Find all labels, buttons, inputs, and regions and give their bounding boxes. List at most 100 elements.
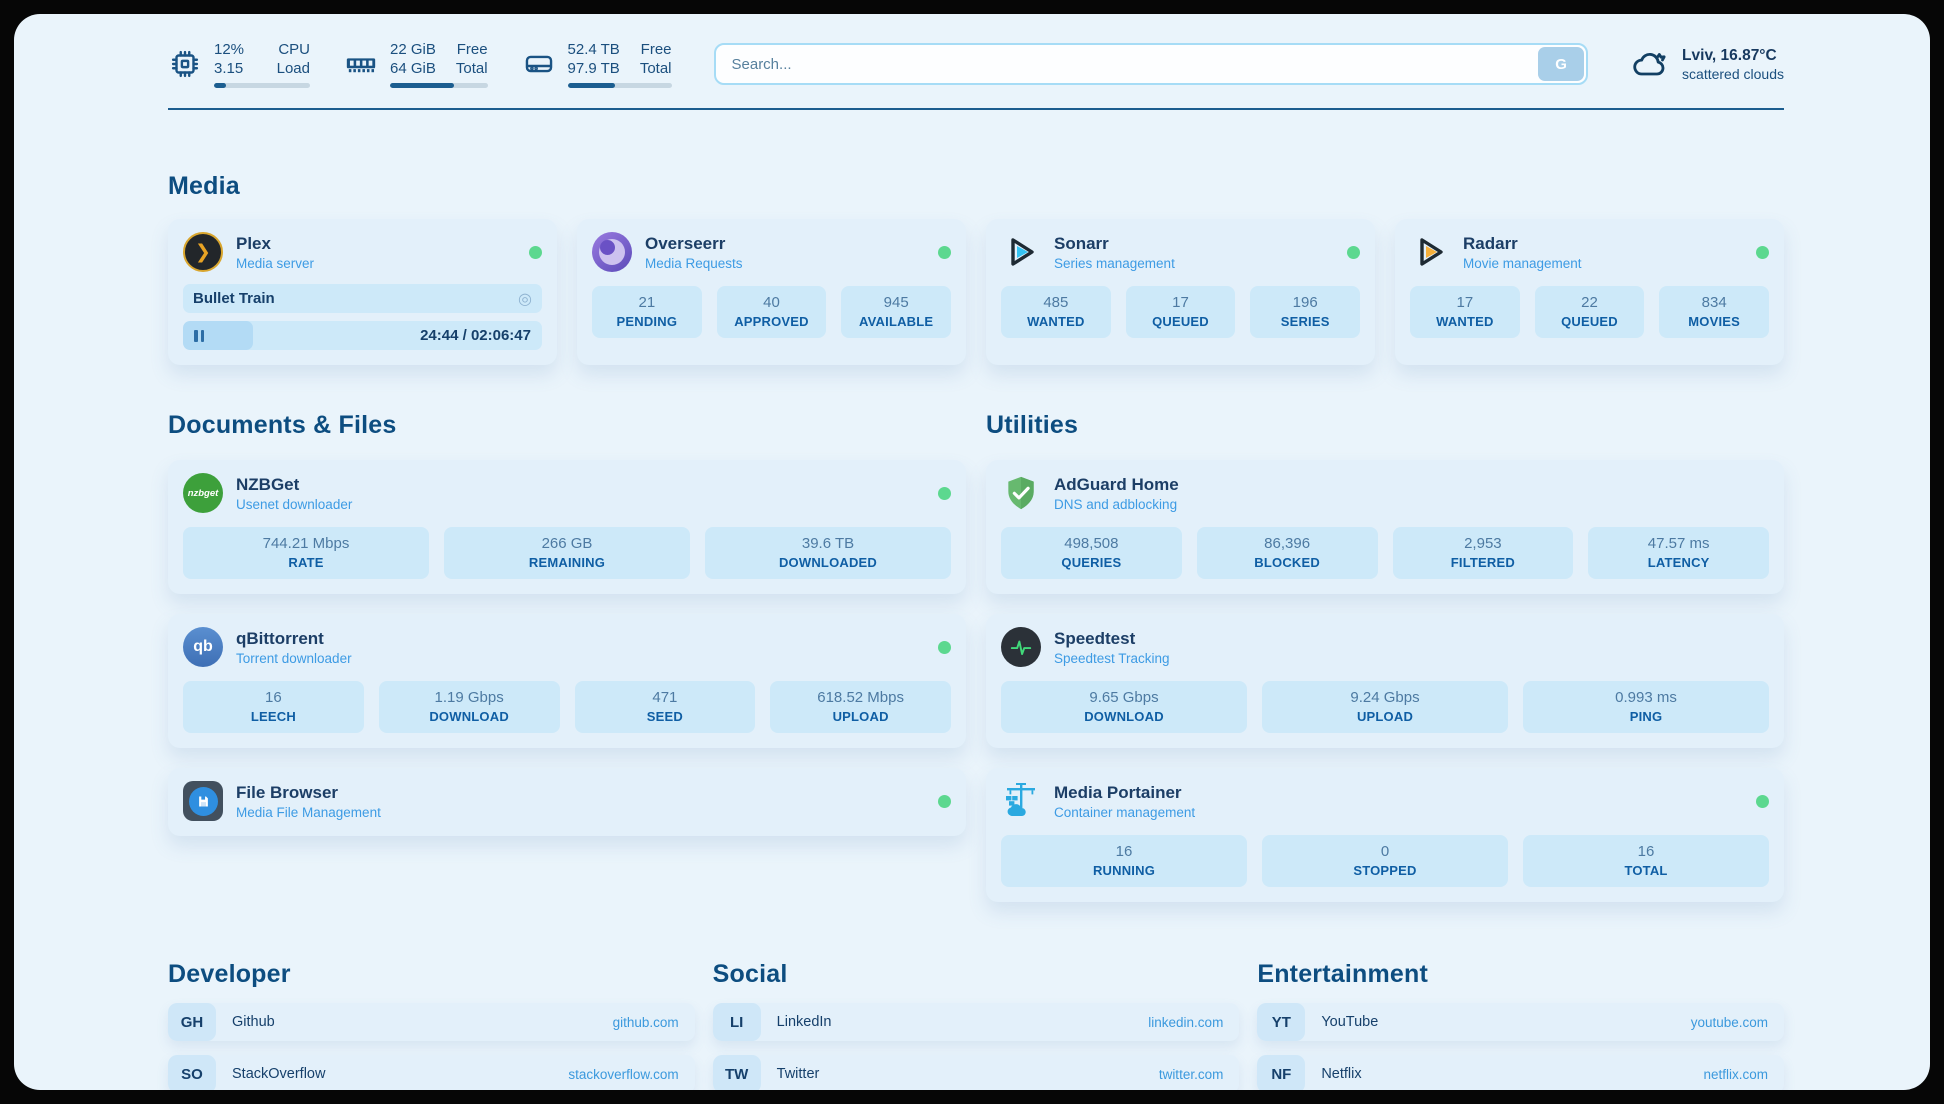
- stat-pending: 21 PENDING: [592, 286, 702, 338]
- app-desc: Container management: [1054, 804, 1196, 820]
- stat-upload: 618.52 Mbps UPLOAD: [770, 681, 951, 733]
- plex-icon-glyph: ❯: [195, 241, 211, 263]
- social-column: Social LI LinkedIn linkedin.com TW Twitt…: [712, 960, 1240, 1090]
- header-divider: [168, 108, 1784, 110]
- link-row-stackoverflow[interactable]: SO StackOverflow stackoverflow.com: [168, 1055, 695, 1090]
- cpu-chip-icon: [171, 50, 199, 78]
- link-url: netflix.com: [1703, 1066, 1768, 1082]
- disk-total-label: Total: [639, 60, 672, 77]
- app-desc: Media Requests: [645, 255, 743, 271]
- link-name: LinkedIn: [776, 1014, 832, 1030]
- app-card-adguard[interactable]: AdGuard Home DNS and adblocking 498,508 Q…: [986, 460, 1784, 594]
- link-url: linkedin.com: [1148, 1014, 1224, 1030]
- stat-download: 9.65 Gbps DOWNLOAD: [1001, 681, 1247, 733]
- app-card-speedtest[interactable]: Speedtest Speedtest Tracking 9.65 Gbps DO…: [986, 614, 1784, 748]
- weather-condition: scattered clouds: [1682, 65, 1784, 82]
- stat-leech: 16 LEECH: [183, 681, 364, 733]
- link-url: github.com: [612, 1014, 679, 1030]
- documents-section-title: Documents & Files: [168, 411, 397, 439]
- stat-running: 16 RUNNING: [1001, 835, 1247, 887]
- app-desc: Media File Management: [236, 804, 381, 820]
- link-abbr: TW: [712, 1055, 761, 1090]
- disk-free-value: 52.4 TB: [567, 41, 620, 58]
- qbittorrent-icon: qb: [183, 627, 223, 667]
- ram-icon: [346, 58, 376, 73]
- link-name: YouTube: [1321, 1014, 1379, 1030]
- app-name: File Browser: [236, 782, 339, 802]
- link-row-github[interactable]: GH Github github.com: [168, 1003, 695, 1041]
- app-desc: DNS and adblocking: [1054, 496, 1178, 512]
- overseerr-icon: [592, 232, 632, 272]
- sonarr-icon: [1001, 232, 1041, 272]
- link-name: Github: [232, 1014, 275, 1030]
- status-dot: [938, 486, 951, 500]
- app-name: Sonarr: [1054, 233, 1109, 253]
- status-dot: [1756, 794, 1769, 808]
- disk-free-label: Free: [640, 41, 672, 58]
- top-bar: 12% 3.15 CPU Load: [168, 40, 1784, 88]
- status-dot: [938, 640, 951, 654]
- app-name: Plex: [236, 233, 271, 253]
- search-input[interactable]: [713, 43, 1589, 85]
- stat-remaining: 266 GB REMAINING: [444, 527, 690, 579]
- link-name: StackOverflow: [232, 1066, 326, 1082]
- stat-wanted: 485 WANTED: [1001, 286, 1111, 338]
- developer-column: Developer GH Github github.com SO StackO…: [168, 960, 695, 1090]
- app-card-filebrowser[interactable]: File Browser Media File Management: [168, 768, 966, 836]
- stat-queries: 498,508 QUERIES: [1001, 527, 1182, 579]
- app-name: AdGuard Home: [1054, 474, 1179, 494]
- app-desc: Torrent downloader: [236, 650, 352, 666]
- speedtest-icon: [1001, 627, 1041, 667]
- app-card-plex[interactable]: ❯ Plex Media server Bullet Train ◎: [168, 219, 557, 365]
- link-row-linkedin[interactable]: LI LinkedIn linkedin.com: [712, 1003, 1240, 1041]
- app-name: Overseerr: [645, 233, 726, 253]
- adguard-icon: [1001, 473, 1041, 513]
- disk-progress-bar: [567, 83, 672, 88]
- link-abbr: GH: [168, 1003, 216, 1041]
- link-row-youtube[interactable]: YT YouTube youtube.com: [1257, 1003, 1784, 1041]
- stat-latency: 47.57 ms LATENCY: [1588, 527, 1769, 579]
- link-url: twitter.com: [1158, 1066, 1224, 1082]
- search-engine-button[interactable]: G: [1538, 47, 1585, 81]
- stat-total: 16 TOTAL: [1523, 835, 1769, 887]
- status-dot: [938, 794, 951, 808]
- app-desc: Movie management: [1463, 255, 1582, 271]
- stat-ping: 0.993 ms PING: [1523, 681, 1769, 733]
- utilities-section-title: Utilities: [986, 411, 1079, 439]
- link-abbr: SO: [168, 1055, 216, 1090]
- app-desc: Speedtest Tracking: [1054, 650, 1170, 666]
- disk-total-value: 97.9 TB: [567, 60, 620, 77]
- stat-downloaded: 39.6 TB DOWNLOADED: [705, 527, 951, 579]
- cpu-usage-value: 12%: [214, 41, 245, 58]
- cast-icon[interactable]: ◎: [518, 290, 532, 308]
- ram-progress-bar: [390, 83, 488, 88]
- documents-column: Documents & Files nzbget NZBGet Usenet d…: [168, 411, 966, 902]
- disk-stat: 52.4 TB 97.9 TB Free Total: [522, 40, 672, 88]
- link-name: Netflix: [1321, 1066, 1362, 1082]
- app-card-qbittorrent[interactable]: qb qBittorrent Torrent downloader 16 LEEC…: [168, 614, 966, 748]
- status-dot: [1347, 245, 1360, 259]
- app-card-nzbget[interactable]: nzbget NZBGet Usenet downloader 744.21 M…: [168, 460, 966, 594]
- stat-download: 1.19 Gbps DOWNLOAD: [378, 681, 560, 733]
- stat-queued: 17 QUEUED: [1125, 286, 1236, 338]
- stat-approved: 40 APPROVED: [716, 286, 827, 338]
- app-card-radarr[interactable]: Radarr Movie management 17 WANTED 22 QUEUE…: [1395, 219, 1784, 365]
- cpu-stat: 12% 3.15 CPU Load: [168, 40, 310, 88]
- stat-stopped: 0 STOPPED: [1262, 835, 1508, 887]
- app-card-overseerr[interactable]: Overseerr Media Requests 21 PENDING 40 APP…: [577, 219, 966, 365]
- disk-drive-icon: [525, 55, 552, 73]
- cloud-icon: [1633, 53, 1666, 76]
- stat-rate: 744.21 Mbps RATE: [183, 527, 429, 579]
- nzbget-icon-text: nzbget: [187, 487, 219, 499]
- pause-icon: [194, 329, 198, 342]
- status-dot: [938, 245, 951, 259]
- ram-total-value: 64 GiB: [390, 60, 436, 77]
- app-desc: Media server: [236, 255, 315, 271]
- link-row-twitter[interactable]: TW Twitter twitter.com: [712, 1055, 1240, 1090]
- link-row-netflix[interactable]: NF Netflix netflix.com: [1257, 1055, 1784, 1090]
- app-desc: Series management: [1054, 255, 1175, 271]
- app-card-portainer[interactable]: Media Portainer Container management 16 R…: [986, 768, 1784, 902]
- qbittorrent-icon-text: qb: [193, 638, 213, 655]
- app-card-sonarr[interactable]: Sonarr Series management 485 WANTED 17 QUE…: [986, 219, 1375, 365]
- playback-time: 24:44 / 02:06:47: [420, 327, 531, 344]
